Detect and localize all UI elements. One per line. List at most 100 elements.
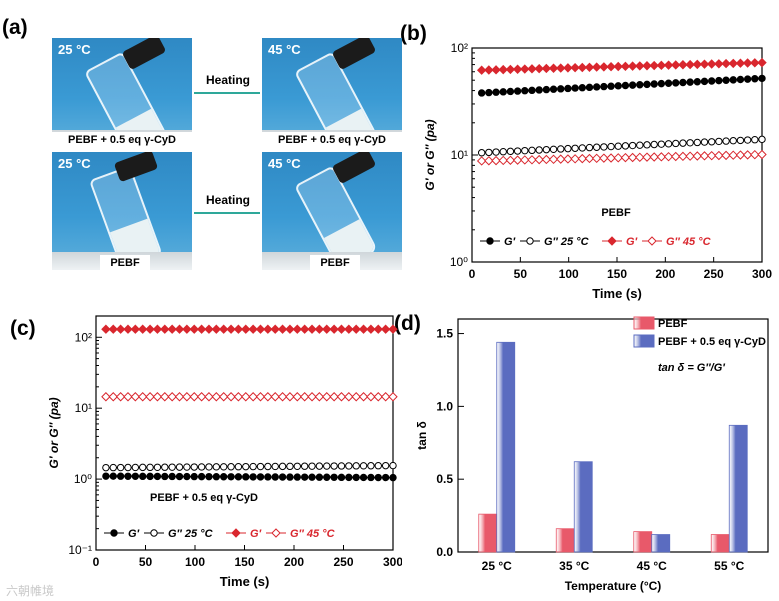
data-point [300, 473, 309, 481]
data-point [751, 75, 759, 83]
legend-marker [271, 528, 281, 538]
data-point [492, 88, 500, 96]
data-point [358, 324, 369, 334]
data-point [146, 472, 154, 481]
data-point [167, 324, 177, 334]
data-point [477, 89, 486, 97]
data-point [271, 462, 279, 471]
data-point [505, 64, 516, 75]
data-point [671, 151, 681, 162]
x-tick-label: 55 °C [714, 559, 744, 573]
data-point [277, 392, 288, 402]
data-point [197, 463, 206, 471]
data-point [527, 155, 537, 165]
data-point [520, 155, 530, 165]
x-tick-label: 250 [704, 267, 724, 281]
data-point [657, 140, 666, 148]
x-tick-label: 200 [284, 555, 304, 569]
data-point [124, 463, 132, 472]
data-point [329, 324, 339, 334]
data-point [578, 144, 586, 152]
data-point [628, 141, 637, 150]
data-point [693, 78, 702, 86]
data-point [270, 324, 280, 334]
x-tick-label: 0 [469, 267, 476, 281]
data-point [512, 155, 523, 165]
data-point [520, 64, 530, 74]
data-point [613, 153, 623, 163]
data-point [484, 156, 494, 166]
legend-label: G′ [128, 528, 141, 540]
chart-b: 0 50 100 150 200 250 300 10⁰ 10¹ 10² Time (s) G′ or… [423, 41, 772, 301]
data-point [256, 473, 265, 481]
panel-label-c: (c) [10, 317, 36, 340]
photo-caption: PEBF [100, 255, 150, 271]
data-point [534, 154, 544, 165]
data-point [278, 462, 287, 471]
data-point [650, 140, 658, 149]
data-point [541, 154, 552, 165]
data-point [700, 138, 709, 146]
data-point [183, 472, 191, 481]
data-point [212, 473, 221, 481]
data-point [692, 151, 703, 161]
data-point [102, 472, 110, 480]
data-point [685, 151, 695, 161]
data-point [307, 392, 317, 402]
y-axis-label: G′ or G″ (pa) [423, 119, 437, 190]
data-point [743, 136, 752, 144]
data-point [549, 145, 558, 154]
legend-label: G′ [504, 236, 517, 248]
data-point [138, 392, 148, 402]
data-point [197, 472, 206, 481]
data-point [278, 473, 287, 481]
data-point [485, 148, 493, 157]
data-point [736, 75, 745, 84]
data-point [699, 59, 710, 69]
data-point [315, 473, 324, 481]
data-point [498, 64, 508, 75]
data-point [345, 462, 353, 470]
data-point [190, 472, 198, 481]
data-point [263, 324, 273, 334]
data-point [211, 392, 222, 402]
data-point [168, 472, 176, 481]
data-point [563, 154, 573, 164]
y-tick-label: 10² [451, 41, 468, 55]
data-point [351, 324, 361, 334]
legend-marker [150, 529, 158, 537]
data-point [367, 462, 375, 470]
data-point [123, 392, 133, 402]
data-point [307, 324, 317, 334]
data-point [549, 85, 558, 93]
data-point [714, 150, 724, 161]
data-point [139, 463, 147, 472]
data-point [227, 463, 235, 471]
x-tick-label: 100 [185, 555, 205, 569]
data-point [614, 142, 622, 150]
data-point [373, 392, 383, 402]
panel-label-b: (b) [400, 22, 427, 45]
data-point [264, 473, 272, 481]
plot-frame [457, 318, 769, 553]
data-point [499, 148, 507, 156]
data-point [337, 473, 346, 482]
legend-label: G″ 25 °C [168, 528, 214, 540]
data-point [293, 473, 301, 481]
data-point [728, 58, 738, 69]
data-point [722, 137, 730, 145]
data-point [234, 463, 243, 471]
data-point [736, 136, 745, 145]
data-point [585, 83, 594, 92]
data-point [614, 82, 622, 90]
chart-c: 0 50 100 150 200 250 300 10⁻¹ 10⁰ 10¹ 10² Time (s) G… [47, 315, 402, 589]
data-point [715, 76, 723, 85]
panel-label-d: (d) [394, 312, 421, 335]
data-point [373, 324, 383, 334]
data-point [584, 62, 595, 73]
x-tick-label: 50 [514, 267, 528, 281]
vial-cap [121, 38, 167, 71]
bar [728, 424, 748, 553]
x-tick-label: 100 [559, 267, 579, 281]
data-point [620, 61, 631, 72]
